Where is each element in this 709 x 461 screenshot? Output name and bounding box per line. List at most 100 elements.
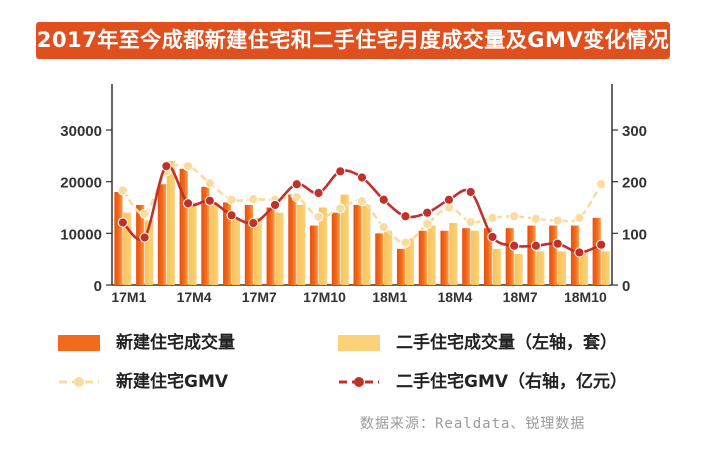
point-second-gmv (117, 217, 128, 228)
title-bar: 2017年至今成都新建住宅和二手住宅月度成交量及GMV变化情况 (36, 22, 670, 59)
point-new-gmv (356, 196, 368, 207)
point-new-gmv (182, 161, 194, 172)
right-axis-tick-label: 300 (622, 123, 647, 140)
bar-second-volume (123, 212, 132, 285)
legend-second-gmv-swatch (339, 377, 379, 387)
x-axis-tick-label: 17M10 (303, 289, 346, 305)
right-axis-tick-label: 0 (622, 278, 630, 295)
bar-new-volume (266, 207, 275, 285)
bar-second-volume (405, 238, 414, 285)
bar-new-volume (157, 184, 167, 285)
point-second-gmv (226, 210, 237, 221)
point-second-gmv (269, 199, 281, 211)
legend-new-gmv-label: 新建住宅GMV (116, 372, 229, 392)
point-second-gmv (596, 239, 607, 250)
legend-new-gmv-swatch (59, 377, 99, 387)
bar-second-volume (340, 194, 349, 285)
bar-new-volume (179, 168, 188, 285)
legend-new-volume-swatch (58, 335, 100, 351)
bar-second-volume (470, 230, 480, 285)
point-new-gmv (422, 218, 433, 230)
bar-second-volume (362, 204, 371, 285)
point-second-gmv (487, 231, 498, 243)
bar-second-volume (492, 248, 501, 285)
bar-new-volume (288, 194, 297, 285)
bar-new-volume (396, 248, 406, 285)
x-axis-tick-label: 17M7 (242, 289, 277, 305)
point-new-gmv (226, 194, 237, 205)
bar-second-volume (601, 251, 610, 285)
bar-new-volume (527, 225, 536, 285)
bar-second-volume (231, 217, 241, 285)
point-second-gmv (204, 195, 215, 206)
bar-second-volume (557, 251, 567, 285)
point-new-gmv (487, 212, 498, 223)
bar-second-volume (144, 220, 154, 285)
point-new-gmv (400, 237, 411, 248)
bar-second-volume (427, 225, 436, 285)
bar-second-volume (275, 212, 284, 285)
right-axis-tick-label: 100 (622, 226, 647, 243)
point-second-gmv (182, 198, 194, 209)
legend-new-volume-label: 新建住宅成交量 (116, 333, 235, 353)
point-second-gmv (422, 207, 433, 218)
legend-new-volume: 新建住宅成交量 (58, 331, 318, 355)
bar-second-volume (514, 254, 523, 285)
bar-new-volume (483, 228, 493, 285)
right-axis-tick-label: 200 (622, 175, 647, 192)
point-second-gmv (378, 194, 389, 205)
x-axis-tick-label: 18M1 (372, 289, 407, 305)
x-axis-tick-label: 18M4 (437, 289, 472, 305)
left-axis-tick-label: 20000 (60, 175, 102, 192)
point-second-gmv (574, 247, 585, 258)
bar-second-volume (449, 223, 458, 285)
bar-new-volume (310, 225, 319, 285)
point-new-gmv (117, 185, 128, 196)
left-axis-tick-label: 30000 (60, 123, 102, 140)
point-second-gmv (313, 187, 324, 199)
point-new-gmv (335, 203, 346, 214)
legend-second-volume-swatch (338, 335, 380, 351)
point-second-gmv (530, 240, 542, 251)
bar-second-volume (188, 202, 197, 285)
point-new-gmv (596, 179, 607, 190)
legend-second-gmv: 二手住宅GMV（右轴，亿元） (338, 370, 658, 394)
point-new-gmv (313, 211, 324, 222)
x-axis-tick-label: 17M4 (177, 289, 212, 305)
chart-ticks: 0 10000 20000 30000 0 100 200 300 17M1 17M4 17M7 17… (60, 123, 647, 305)
source-note: 数据来源：Realdata、锐理数据 (360, 416, 586, 432)
point-second-gmv (400, 211, 411, 222)
bar-second-volume (166, 161, 175, 285)
point-second-gmv (248, 217, 259, 229)
point-second-gmv (291, 179, 302, 190)
bar-new-volume (353, 204, 362, 285)
left-axis-tick-label: 0 (94, 278, 102, 295)
bar-new-volume (114, 192, 123, 285)
point-second-gmv (465, 186, 476, 198)
bar-new-volume (570, 225, 580, 285)
point-new-gmv (552, 215, 563, 226)
legend-new-gmv: 新建住宅GMV (58, 370, 318, 394)
legend-second-volume-label: 二手住宅成交量（左轴，套） (396, 333, 617, 353)
point-new-gmv (509, 211, 520, 222)
bar-new-volume (244, 204, 254, 285)
point-second-gmv (509, 240, 520, 251)
left-axis-tick-label: 10000 (60, 226, 102, 243)
bar-new-volume (462, 228, 471, 285)
point-new-gmv (204, 178, 215, 189)
bar-new-volume (440, 230, 449, 285)
x-axis-tick-label: 17M1 (111, 289, 146, 305)
bar-new-volume (331, 212, 340, 285)
point-new-gmv (378, 222, 389, 233)
point-second-gmv (161, 161, 172, 172)
point-new-gmv (465, 216, 476, 228)
bar-new-volume (592, 217, 601, 285)
bar-new-volume (201, 186, 210, 285)
bar-second-volume (536, 251, 545, 285)
point-new-gmv (139, 208, 150, 219)
point-second-gmv (335, 166, 346, 177)
x-axis-tick-label: 18M10 (564, 289, 607, 305)
bar-new-volume (505, 228, 514, 285)
point-new-gmv (291, 192, 302, 203)
